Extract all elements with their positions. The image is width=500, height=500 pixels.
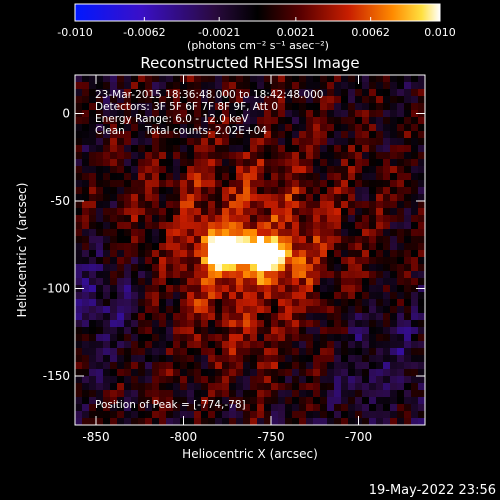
image-annotations: 23-Mar-2015 18:36:48.000 to 18:42:48.000… [95, 89, 323, 411]
y-tick-label: -150 [43, 369, 70, 383]
x-axis-ticks: -850 -800 -750 -700 [82, 75, 372, 444]
y-tick-label: -50 [50, 194, 70, 208]
colorbar: -0.010 -0.0062 -0.0021 0.0021 0.0062 0.010 (p… [57, 3, 456, 52]
colorbar-tick-label: 0.0062 [351, 26, 390, 39]
colorbar-tick-label: 0.0021 [277, 26, 316, 39]
plot-area: -850 -800 -750 -700 0 -50 -100 -150 [43, 74, 426, 444]
colorbar-units: (photons cm⁻² s⁻¹ asec⁻²) [187, 39, 329, 52]
timestamp: 19-May-2022 23:56 [369, 483, 496, 498]
annotation-energy-range: Energy Range: 6.0 - 12.0 keV [95, 113, 249, 125]
colorbar-tick-label: -0.010 [57, 26, 92, 39]
x-tick-label: -700 [345, 430, 372, 444]
plot-frame [74, 74, 426, 426]
y-axis-ticks: 0 -50 -100 -150 [43, 107, 425, 383]
annotation-method: Clean [95, 125, 125, 137]
annotation-detectors: Detectors: 3F 5F 6F 7F 8F 9F, Att 0 [95, 101, 278, 113]
colorbar-tick-label: -0.0021 [198, 26, 240, 39]
colorbar-tick-label: 0.010 [424, 26, 456, 39]
heatmap-image [75, 75, 425, 425]
y-axis-label: Heliocentric Y (arcsec) [15, 183, 29, 318]
chart-title: Reconstructed RHESSI Image [140, 54, 359, 72]
y-tick-label: -100 [43, 282, 70, 296]
x-axis-label: Heliocentric X (arcsec) [182, 447, 318, 461]
y-tick-label: 0 [62, 107, 70, 121]
colorbar-gradient [74, 3, 441, 22]
colorbar-ticks: -0.010 -0.0062 -0.0021 0.0021 0.0062 0.010 [57, 17, 456, 39]
annotation-total-counts: Total counts: 2.02E+04 [144, 125, 267, 137]
colorbar-tick-label: -0.0062 [123, 26, 165, 39]
annotation-time-range: 23-Mar-2015 18:36:48.000 to 18:42:48.000 [95, 89, 323, 101]
x-tick-label: -800 [170, 430, 197, 444]
annotation-peak-position: Position of Peak = [-774,-78] [95, 399, 246, 411]
x-tick-label: -850 [82, 430, 109, 444]
x-tick-label: -750 [257, 430, 284, 444]
